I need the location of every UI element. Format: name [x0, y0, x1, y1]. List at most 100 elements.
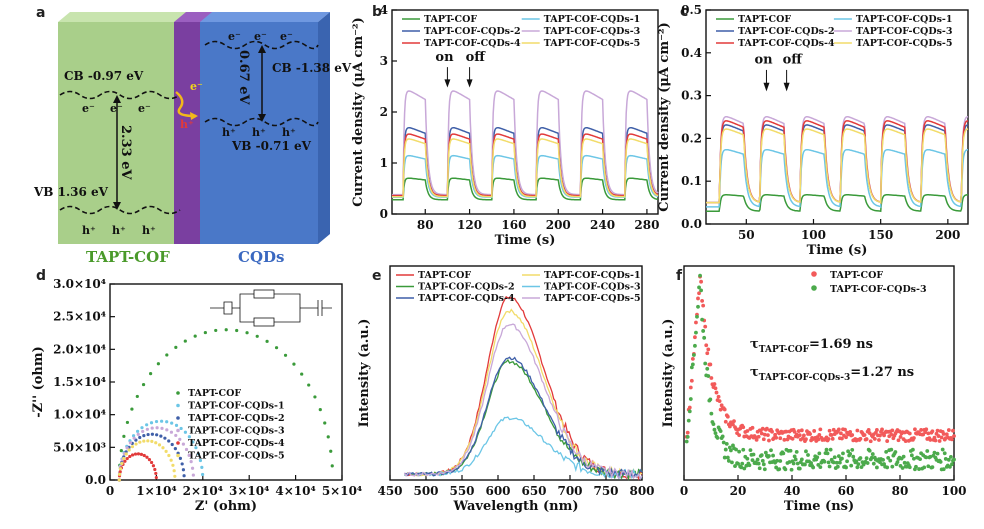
data-point [727, 424, 732, 429]
data-point [804, 437, 808, 442]
data-point [870, 452, 875, 456]
data-point [723, 447, 728, 452]
data-point [685, 434, 690, 439]
data-point [708, 397, 713, 402]
electron-label: e⁻ [280, 30, 293, 43]
data-point [160, 426, 164, 430]
data-point [163, 436, 167, 440]
data-point [868, 439, 873, 444]
data-point [165, 420, 169, 424]
data-point [737, 449, 742, 454]
data-point [759, 453, 764, 457]
data-point [125, 420, 130, 425]
data-point [919, 428, 924, 432]
data-point [864, 437, 869, 441]
data-point [793, 457, 798, 462]
data-point [739, 465, 744, 470]
legend-label: TAPT-COF [830, 270, 883, 281]
data-point [154, 471, 158, 476]
x-tick-label: 120 [457, 218, 482, 232]
x-tick-label: 1×10⁴ [136, 484, 176, 498]
data-point [907, 465, 912, 470]
data-point [848, 451, 853, 456]
data-point [712, 427, 717, 432]
data-point [697, 285, 701, 290]
data-point [778, 436, 783, 441]
data-point [142, 453, 146, 458]
data-point [135, 394, 139, 399]
data-point [866, 427, 871, 432]
arrow-head [466, 79, 473, 88]
data-point [826, 460, 831, 465]
data-point [941, 432, 946, 436]
electron-label: e⁻ [82, 102, 95, 115]
data-point [689, 365, 694, 370]
hole-label: h⁺ [222, 126, 236, 139]
data-point [187, 435, 191, 439]
data-point [127, 448, 131, 452]
data-point [761, 462, 766, 467]
data-point [748, 448, 753, 453]
data-point [902, 460, 907, 465]
legend-label: TAPT-COF-CQDs-3 [856, 26, 953, 37]
data-point [925, 449, 930, 453]
series-line [706, 128, 969, 205]
data-point [952, 434, 956, 438]
data-point [760, 458, 765, 463]
data-point [795, 461, 800, 466]
data-point [709, 376, 714, 380]
cb-right-line [204, 40, 319, 50]
data-point [323, 421, 327, 425]
data-point [777, 467, 782, 472]
x-tick-label: 3×10⁴ [229, 484, 269, 498]
series-line [706, 148, 968, 209]
data-point [721, 440, 726, 445]
x-tick-label: 800 [629, 484, 654, 498]
x-tick-label: 40 [784, 484, 801, 498]
data-point [924, 427, 929, 432]
data-point [951, 428, 955, 433]
data-point [190, 466, 195, 470]
data-point [812, 429, 817, 433]
data-point [843, 427, 847, 432]
data-point [936, 434, 941, 438]
data-point [194, 446, 198, 450]
electron-label: e⁻ [254, 30, 267, 43]
data-point [803, 462, 807, 467]
x-tick-label: 20 [730, 484, 747, 498]
data-point [855, 465, 860, 470]
data-point [145, 455, 149, 459]
y-tick-label: 0.0 [85, 473, 106, 487]
data-point [132, 436, 136, 440]
data-point [193, 334, 197, 338]
series-line [706, 194, 968, 213]
data-point [179, 426, 183, 431]
y-axis-label: Current density (μA cm⁻²) [351, 17, 366, 207]
data-point [775, 458, 780, 463]
legend-swatch [176, 453, 180, 458]
data-point [701, 303, 706, 308]
data-point [725, 414, 730, 419]
arrow-head [113, 95, 121, 103]
data-point [935, 451, 940, 456]
data-point [790, 436, 795, 441]
legend-label: TAPT-COF [738, 14, 791, 25]
data-point [824, 447, 829, 452]
transfer-hole-label: h⁺ [180, 118, 194, 131]
data-point [167, 439, 171, 443]
cb-left-label: CB -0.97 eV [64, 69, 144, 83]
data-point [704, 343, 709, 348]
data-point [718, 429, 723, 434]
data-point [691, 353, 696, 357]
data-point [840, 456, 844, 461]
data-point [794, 449, 799, 454]
data-point [274, 346, 279, 350]
tau-symbol: τ [750, 365, 759, 380]
data-point [781, 451, 786, 456]
legend-label: TAPT-COF-CQDs-5 [544, 293, 641, 304]
data-point [722, 455, 727, 460]
data-point [145, 423, 149, 427]
data-point [806, 453, 810, 457]
data-point [181, 442, 185, 446]
